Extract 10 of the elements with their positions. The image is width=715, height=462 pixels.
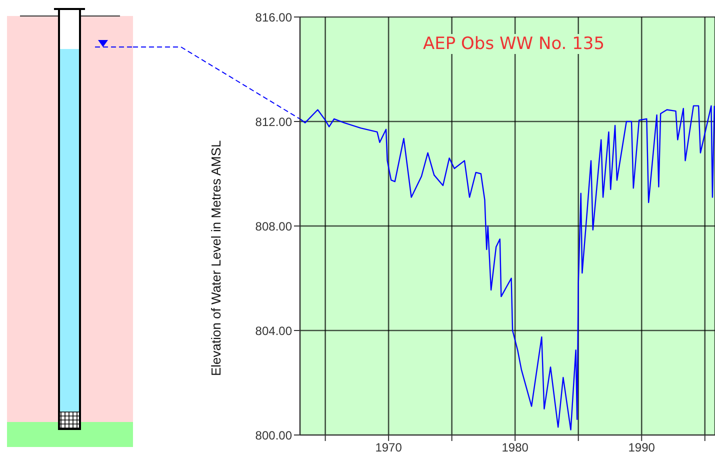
y-tick-label: 804.00 <box>255 324 292 338</box>
x-tick-label: 1980 <box>502 440 529 455</box>
y-tick-label: 816.00 <box>255 10 292 24</box>
text: AEP Obs WW No. 135 <box>420 34 608 54</box>
y-axis-title: Elevation of Water Level in Metres AMSL <box>208 140 224 376</box>
x-tick-label: 1990 <box>628 440 656 455</box>
y-tick-label: 808.00 <box>255 219 292 234</box>
y-tick-label: 812.00 <box>255 114 292 129</box>
x-tick-label: 1970 <box>375 440 402 455</box>
y-tick-label: 800.00 <box>255 428 292 442</box>
